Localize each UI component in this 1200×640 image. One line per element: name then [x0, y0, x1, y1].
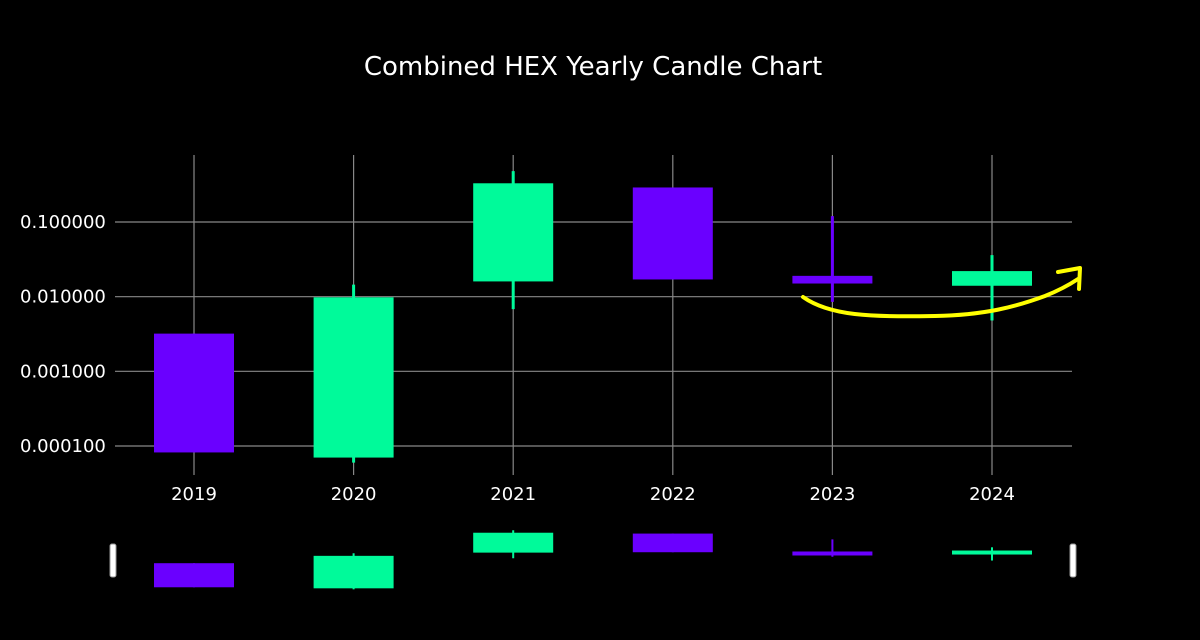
y-tick-label: 0.000100: [20, 436, 106, 457]
x-tick-label: 2019: [171, 484, 217, 505]
slider-candle: [473, 530, 554, 559]
candle[interactable]: [792, 216, 873, 302]
candle-body: [792, 275, 873, 284]
candle-body: [952, 271, 1032, 286]
candle[interactable]: [473, 171, 554, 310]
slider-candle-body: [154, 563, 234, 588]
annotation-curve: [801, 277, 1080, 319]
slider-candle-body: [952, 550, 1032, 555]
x-tick-label: 2022: [650, 484, 696, 505]
x-tick-label: 2020: [331, 484, 377, 505]
slider-candle: [632, 533, 713, 553]
slider-candle-body: [473, 532, 554, 553]
range-slider-right-handle[interactable]: [1069, 543, 1077, 578]
y-tick-label: 0.100000: [20, 212, 106, 233]
slider-candle-body: [792, 551, 873, 556]
x-tick-label: 2024: [969, 484, 1015, 505]
y-tick-label: 0.001000: [20, 361, 106, 382]
range-slider[interactable]: [109, 530, 1077, 590]
slider-candle: [952, 547, 1032, 561]
slider-candle: [313, 553, 394, 590]
x-tick-label: 2021: [490, 484, 536, 505]
slider-candle-body: [632, 533, 713, 553]
candle-layer: [154, 171, 1032, 463]
annotation-arrowhead: [1056, 266, 1082, 291]
axis-layer: 0.100000 0.010000 0.001000 0.000100 2019 2020…: [20, 212, 1015, 505]
candle[interactable]: [632, 187, 713, 280]
candle[interactable]: [313, 284, 394, 463]
slider-candle-body: [313, 555, 394, 589]
x-tick-label: 2023: [809, 484, 855, 505]
candle-body: [313, 297, 394, 458]
y-tick-label: 0.010000: [20, 287, 106, 308]
annotation-layer: [801, 266, 1082, 319]
candle-body: [632, 187, 713, 280]
chart-title: Combined HEX Yearly Candle Chart: [364, 52, 822, 82]
candle[interactable]: [154, 333, 234, 453]
range-slider-left-handle[interactable]: [109, 543, 117, 578]
candle-body: [473, 183, 554, 282]
candle-body: [154, 333, 234, 453]
slider-candle: [792, 539, 873, 557]
slider-candle: [154, 563, 234, 588]
